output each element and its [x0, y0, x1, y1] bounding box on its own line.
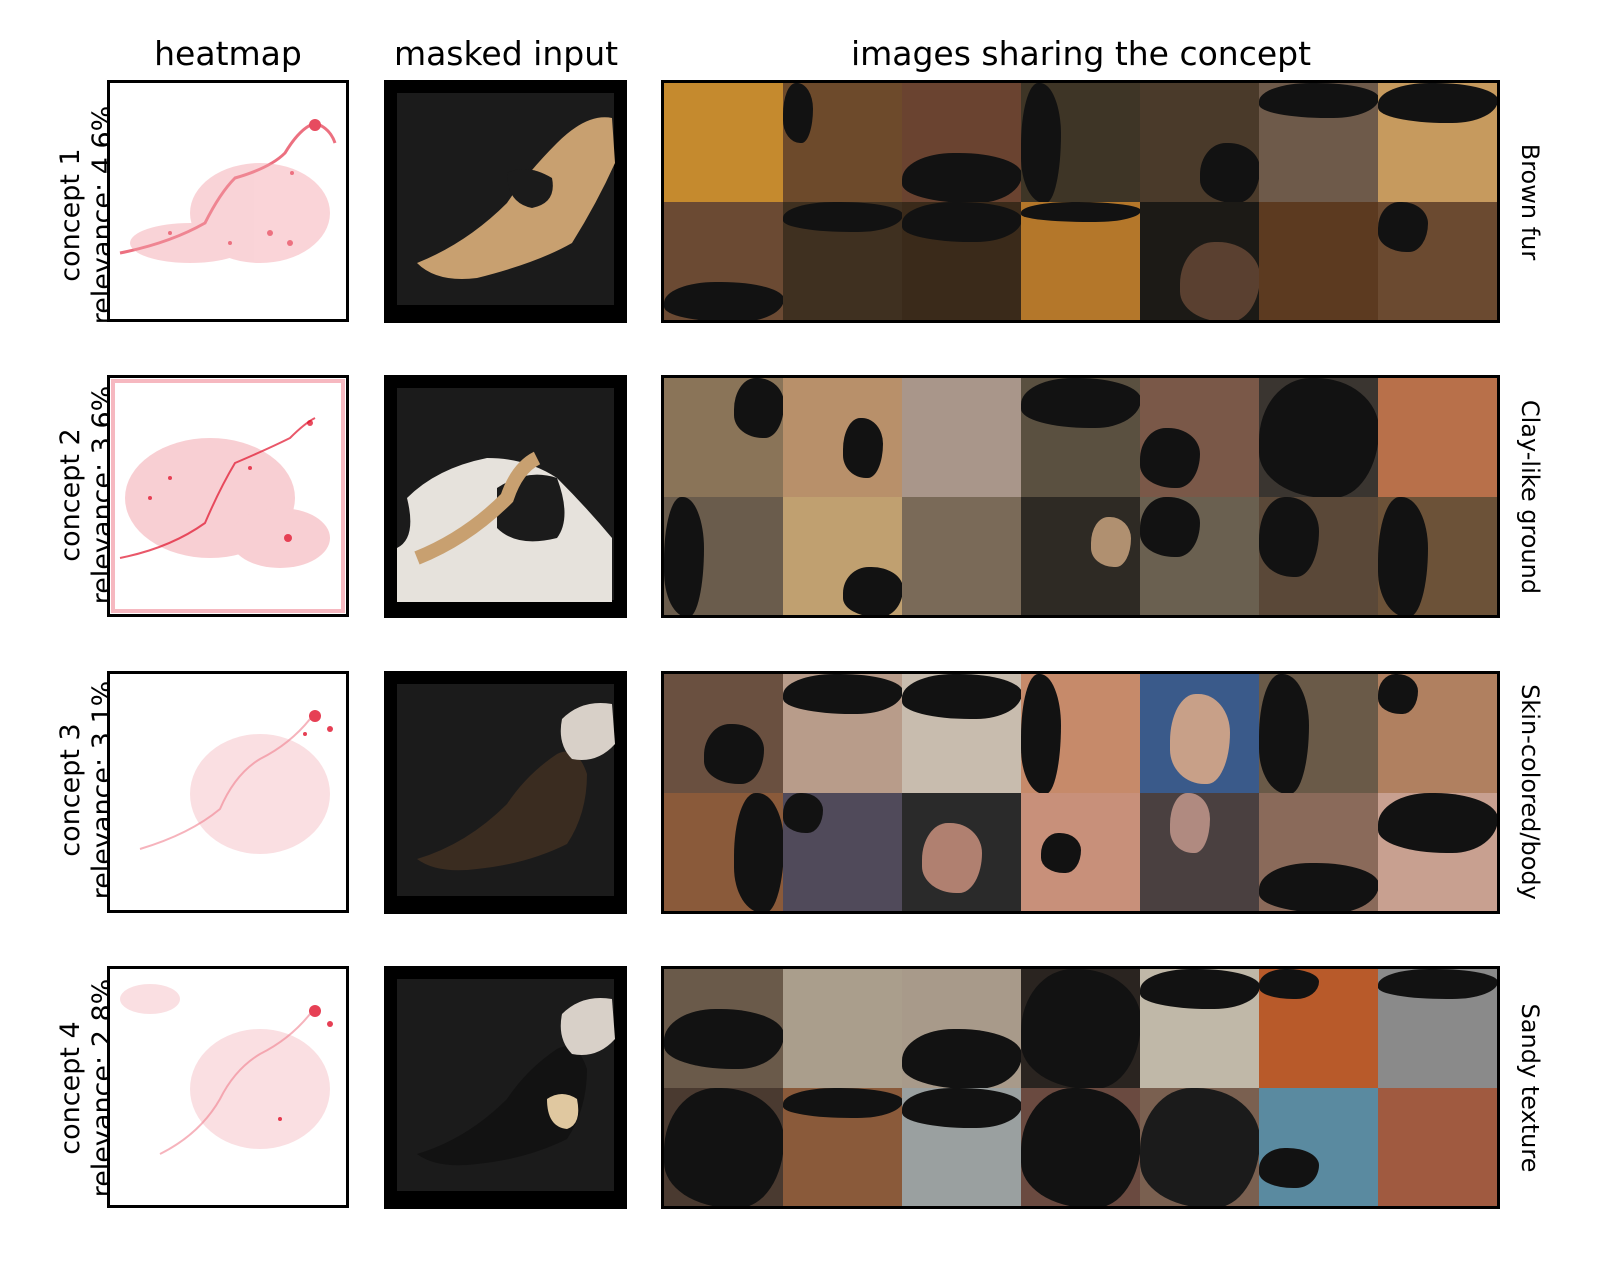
concept-title: Skin-colored/body [1516, 684, 1544, 900]
concept-image-tile [1140, 201, 1259, 320]
masked-input-column-header: masked input [393, 34, 619, 73]
heatmap-panel [107, 80, 349, 322]
concept-image-tile [1021, 674, 1140, 793]
concept-image-tile [664, 674, 783, 793]
concept-image-tile [1378, 378, 1497, 497]
concept-image-tile [1259, 378, 1378, 497]
concept-image-tile [902, 83, 1021, 202]
masked-input-image [417, 998, 615, 1166]
masked-input-panel [384, 80, 627, 323]
concept-image-grid [661, 375, 1500, 618]
concept-image-tile [1140, 674, 1259, 793]
concept-image-tile [902, 792, 1021, 911]
masked-input-image [417, 117, 615, 280]
concept-image-tile [783, 83, 902, 202]
concept-name: concept 3 [55, 723, 86, 857]
concept-image-tile [1259, 969, 1378, 1088]
heatmap-panel [107, 671, 349, 913]
concept-image-tile [1021, 496, 1140, 615]
concept-name: concept 4 [55, 1021, 86, 1155]
concept-image-tile [1378, 969, 1497, 1088]
heatmap-panel [107, 966, 349, 1208]
concept-image-tile [1140, 496, 1259, 615]
concept-image-tile [1378, 674, 1497, 793]
concept-image-tile [1021, 792, 1140, 911]
concept-image-tile [902, 674, 1021, 793]
concept-image-tile [1140, 83, 1259, 202]
masked-input-panel [384, 375, 627, 618]
concept-image-tile [783, 674, 902, 793]
concept-name: concept 1 [55, 148, 86, 282]
concept-image-tile [783, 1087, 902, 1206]
concept-image-tile [902, 1087, 1021, 1206]
concept-image-tile [1259, 496, 1378, 615]
concept-title: Brown fur [1516, 143, 1544, 261]
heatmap-column-header: heatmap [154, 34, 302, 73]
concept-image-tile [1140, 792, 1259, 911]
images-sharing-column-header: images sharing the concept [850, 34, 1312, 73]
masked-input-panel [384, 671, 627, 914]
concept-image-tile [902, 201, 1021, 320]
concept-image-tile [783, 496, 902, 615]
concept-image-tile [783, 792, 902, 911]
concept-image-tile [1021, 969, 1140, 1088]
heatmap-image [111, 379, 345, 613]
concept-image-tile [783, 201, 902, 320]
concept-image-tile [783, 969, 902, 1088]
concept-image-tile [664, 378, 783, 497]
concept-image-tile [1140, 378, 1259, 497]
concept-image-tile [902, 378, 1021, 497]
concept-image-tile [1259, 1087, 1378, 1206]
concept-image-tile [664, 496, 783, 615]
masked-input-image [417, 703, 615, 871]
concept-image-tile [783, 378, 902, 497]
concept-image-tile [902, 969, 1021, 1088]
concept-image-tile [1378, 496, 1497, 615]
concept-image-grid [661, 80, 1500, 323]
concept-title: Sandy texture [1516, 1003, 1544, 1173]
concept-image-tile [1378, 1087, 1497, 1206]
heatmap-image [120, 984, 333, 1155]
heatmap-image [119, 119, 337, 263]
concept-image-tile [664, 1087, 783, 1206]
masked-input-image [397, 451, 612, 602]
concept-image-tile [664, 969, 783, 1088]
concept-name: concept 2 [55, 428, 86, 562]
concept-image-tile [1021, 201, 1140, 320]
concept-image-tile [1140, 969, 1259, 1088]
concept-image-tile [1259, 792, 1378, 911]
concept-image-tile [1140, 1087, 1259, 1206]
concept-image-tile [1259, 201, 1378, 320]
concept-image-tile [902, 496, 1021, 615]
heatmap-panel [107, 375, 349, 617]
concept-image-tile [1021, 378, 1140, 497]
concept-image-grid [661, 671, 1500, 914]
concept-title: Clay-like ground [1516, 399, 1544, 595]
concept-image-tile [664, 83, 783, 202]
concept-image-tile [664, 792, 783, 911]
concept-image-tile [1378, 83, 1497, 202]
heatmap-image [139, 710, 333, 854]
concept-image-tile [1021, 83, 1140, 202]
concept-image-grid [661, 966, 1500, 1209]
masked-input-panel [384, 966, 627, 1209]
concept-image-tile [1259, 83, 1378, 202]
concept-image-tile [1259, 674, 1378, 793]
concept-image-tile [1021, 1087, 1140, 1206]
concept-image-tile [664, 201, 783, 320]
concept-image-tile [1378, 792, 1497, 911]
concept-image-tile [1378, 201, 1497, 320]
